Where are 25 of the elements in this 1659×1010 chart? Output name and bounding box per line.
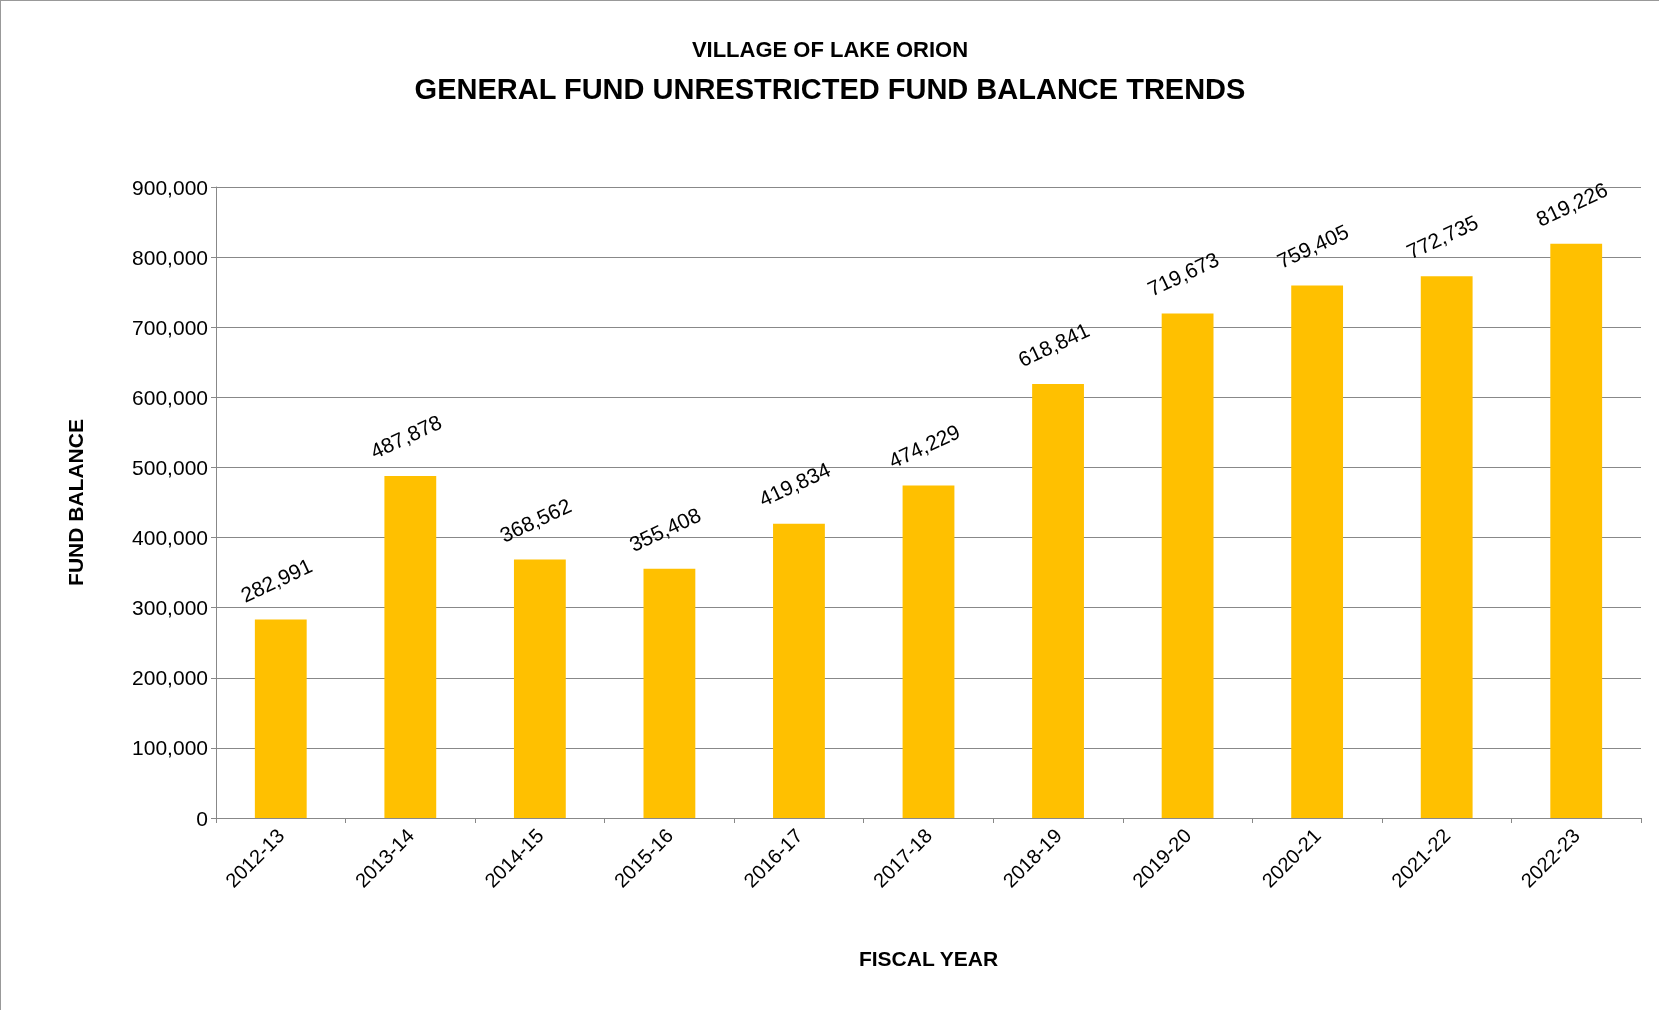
y-tick-label: 800,000 <box>132 245 208 269</box>
y-tick-label: 100,000 <box>132 736 208 760</box>
bar <box>643 568 696 818</box>
y-tick-label: 900,000 <box>132 175 208 199</box>
y-tick-label: 500,000 <box>132 455 208 479</box>
y-tick-label: 600,000 <box>132 385 208 409</box>
y-axis-title: FUND BALANCE <box>64 419 87 586</box>
bar <box>384 475 437 818</box>
bar <box>1161 313 1214 818</box>
bar <box>1032 384 1084 818</box>
bar <box>773 523 825 818</box>
bar <box>1420 276 1473 818</box>
bar <box>902 485 955 818</box>
y-tick-label: 400,000 <box>132 526 208 550</box>
bar <box>1550 243 1603 818</box>
chart-subtitle: VILLAGE OF LAKE ORION <box>691 36 969 62</box>
bar <box>1291 285 1344 818</box>
bar <box>513 559 566 818</box>
y-tick-label: 200,000 <box>132 666 208 690</box>
y-tick-label: 700,000 <box>132 315 208 339</box>
x-axis-title: FISCAL YEAR <box>858 947 999 970</box>
chart-title: GENERAL FUND UNRESTRICTED FUND BALANCE TRENDS <box>414 72 1246 105</box>
y-tick-label: 0 <box>196 806 208 830</box>
y-tick-label: 300,000 <box>132 596 208 620</box>
bar <box>254 619 307 818</box>
